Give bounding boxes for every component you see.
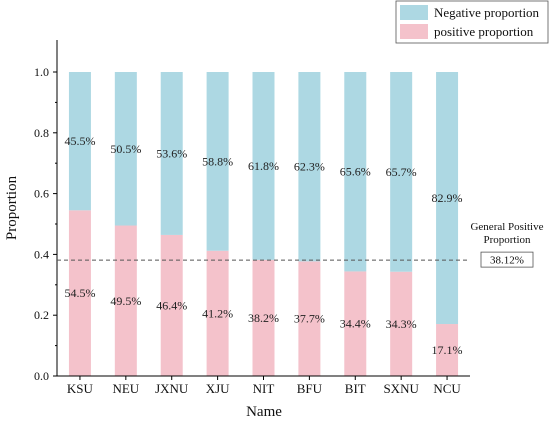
bar-negative-xju — [206, 72, 229, 251]
bar-positive-xju — [206, 250, 229, 376]
x-tick-label-ksu: KSU — [67, 381, 94, 396]
bar-negative-nit — [252, 72, 275, 260]
data-label-negative-ksu: 45.5% — [64, 134, 95, 148]
bar-negative-ncu — [436, 72, 459, 325]
data-label-positive-ksu: 54.5% — [64, 286, 95, 300]
legend-swatch-positive — [400, 24, 428, 39]
bars-group — [68, 72, 459, 376]
data-label-negative-bit: 65.6% — [340, 165, 371, 179]
bar-negative-neu — [114, 72, 137, 226]
x-tick-label-bfu: BFU — [297, 381, 323, 396]
bar-positive-bit — [344, 271, 367, 376]
y-axis-title: Proportion — [4, 175, 20, 240]
data-label-positive-xju: 41.2% — [202, 306, 233, 320]
bar-positive-ksu — [68, 210, 91, 376]
bar-positive-ncu — [436, 324, 459, 376]
bar-positive-jxnu — [160, 234, 183, 376]
x-tick-label-bit: BIT — [345, 381, 366, 396]
bar-negative-sxnu — [390, 72, 413, 272]
legend: Negative proportion positive proportion — [395, 0, 549, 44]
bar-positive-bfu — [298, 261, 321, 376]
legend-swatch-negative — [400, 5, 428, 20]
data-label-negative-nit: 61.8% — [248, 159, 279, 173]
data-label-positive-ncu: 17.1% — [432, 343, 463, 357]
data-label-negative-ncu: 82.9% — [432, 191, 463, 205]
data-label-positive-bfu: 37.7% — [294, 312, 325, 326]
x-tick-label-sxnu: SXNU — [383, 381, 419, 396]
data-label-negative-jxnu: 53.6% — [156, 146, 187, 160]
data-label-positive-sxnu: 34.3% — [386, 317, 417, 331]
reference-value-label: 38.12% — [490, 255, 524, 267]
data-label-negative-bfu: 62.3% — [294, 160, 325, 174]
legend-label-positive: positive proportion — [434, 24, 534, 39]
y-tick-label: 0.0 — [34, 369, 49, 383]
data-label-negative-sxnu: 65.7% — [386, 165, 417, 179]
x-tick-label-ncu: NCU — [433, 381, 461, 396]
data-label-positive-nit: 38.2% — [248, 311, 279, 325]
bar-negative-jxnu — [160, 72, 183, 235]
bar-negative-ksu — [68, 72, 91, 211]
y-tick-label: 0.2 — [34, 308, 49, 322]
y-ticks-group: 0.0 0.2 0.4 0.6 0.8 1.0 — [34, 65, 57, 383]
reference-title-line-2: Proportion — [483, 234, 531, 246]
data-label-positive-jxnu: 46.4% — [156, 298, 187, 312]
y-tick-label: 0.4 — [34, 247, 49, 261]
y-tick-label: 1.0 — [34, 65, 49, 79]
data-label-negative-neu: 50.5% — [110, 142, 141, 156]
bar-positive-sxnu — [390, 271, 413, 376]
bar-positive-nit — [252, 259, 275, 376]
y-tick-label: 0.8 — [34, 126, 49, 140]
bar-labels-group: 54.5% 45.5% 49.5% 50.5% 46.4% 53.6% 41.2% 58.8%… — [64, 134, 462, 357]
x-tick-label-nit: NIT — [253, 381, 275, 396]
legend-label-negative: Negative proportion — [434, 5, 540, 20]
reference-title-line-1: General Positive — [470, 221, 543, 233]
data-label-positive-bit: 34.4% — [340, 317, 371, 331]
data-label-positive-neu: 49.5% — [110, 294, 141, 308]
data-label-negative-xju: 58.8% — [202, 154, 233, 168]
x-ticks-group: KSU NEU JXNU XJU NIT BFU BIT SXNU NCU — [67, 376, 461, 396]
bar-positive-neu — [114, 225, 137, 376]
x-tick-label-xju: XJU — [206, 381, 230, 396]
x-tick-label-jxnu: JXNU — [155, 381, 189, 396]
y-tick-label: 0.6 — [34, 187, 49, 201]
reference-value-box — [480, 251, 534, 268]
bar-negative-bit — [344, 72, 367, 272]
bar-negative-bfu — [298, 72, 321, 262]
x-tick-label-neu: NEU — [112, 381, 139, 396]
x-axis-title: Name — [246, 404, 282, 420]
